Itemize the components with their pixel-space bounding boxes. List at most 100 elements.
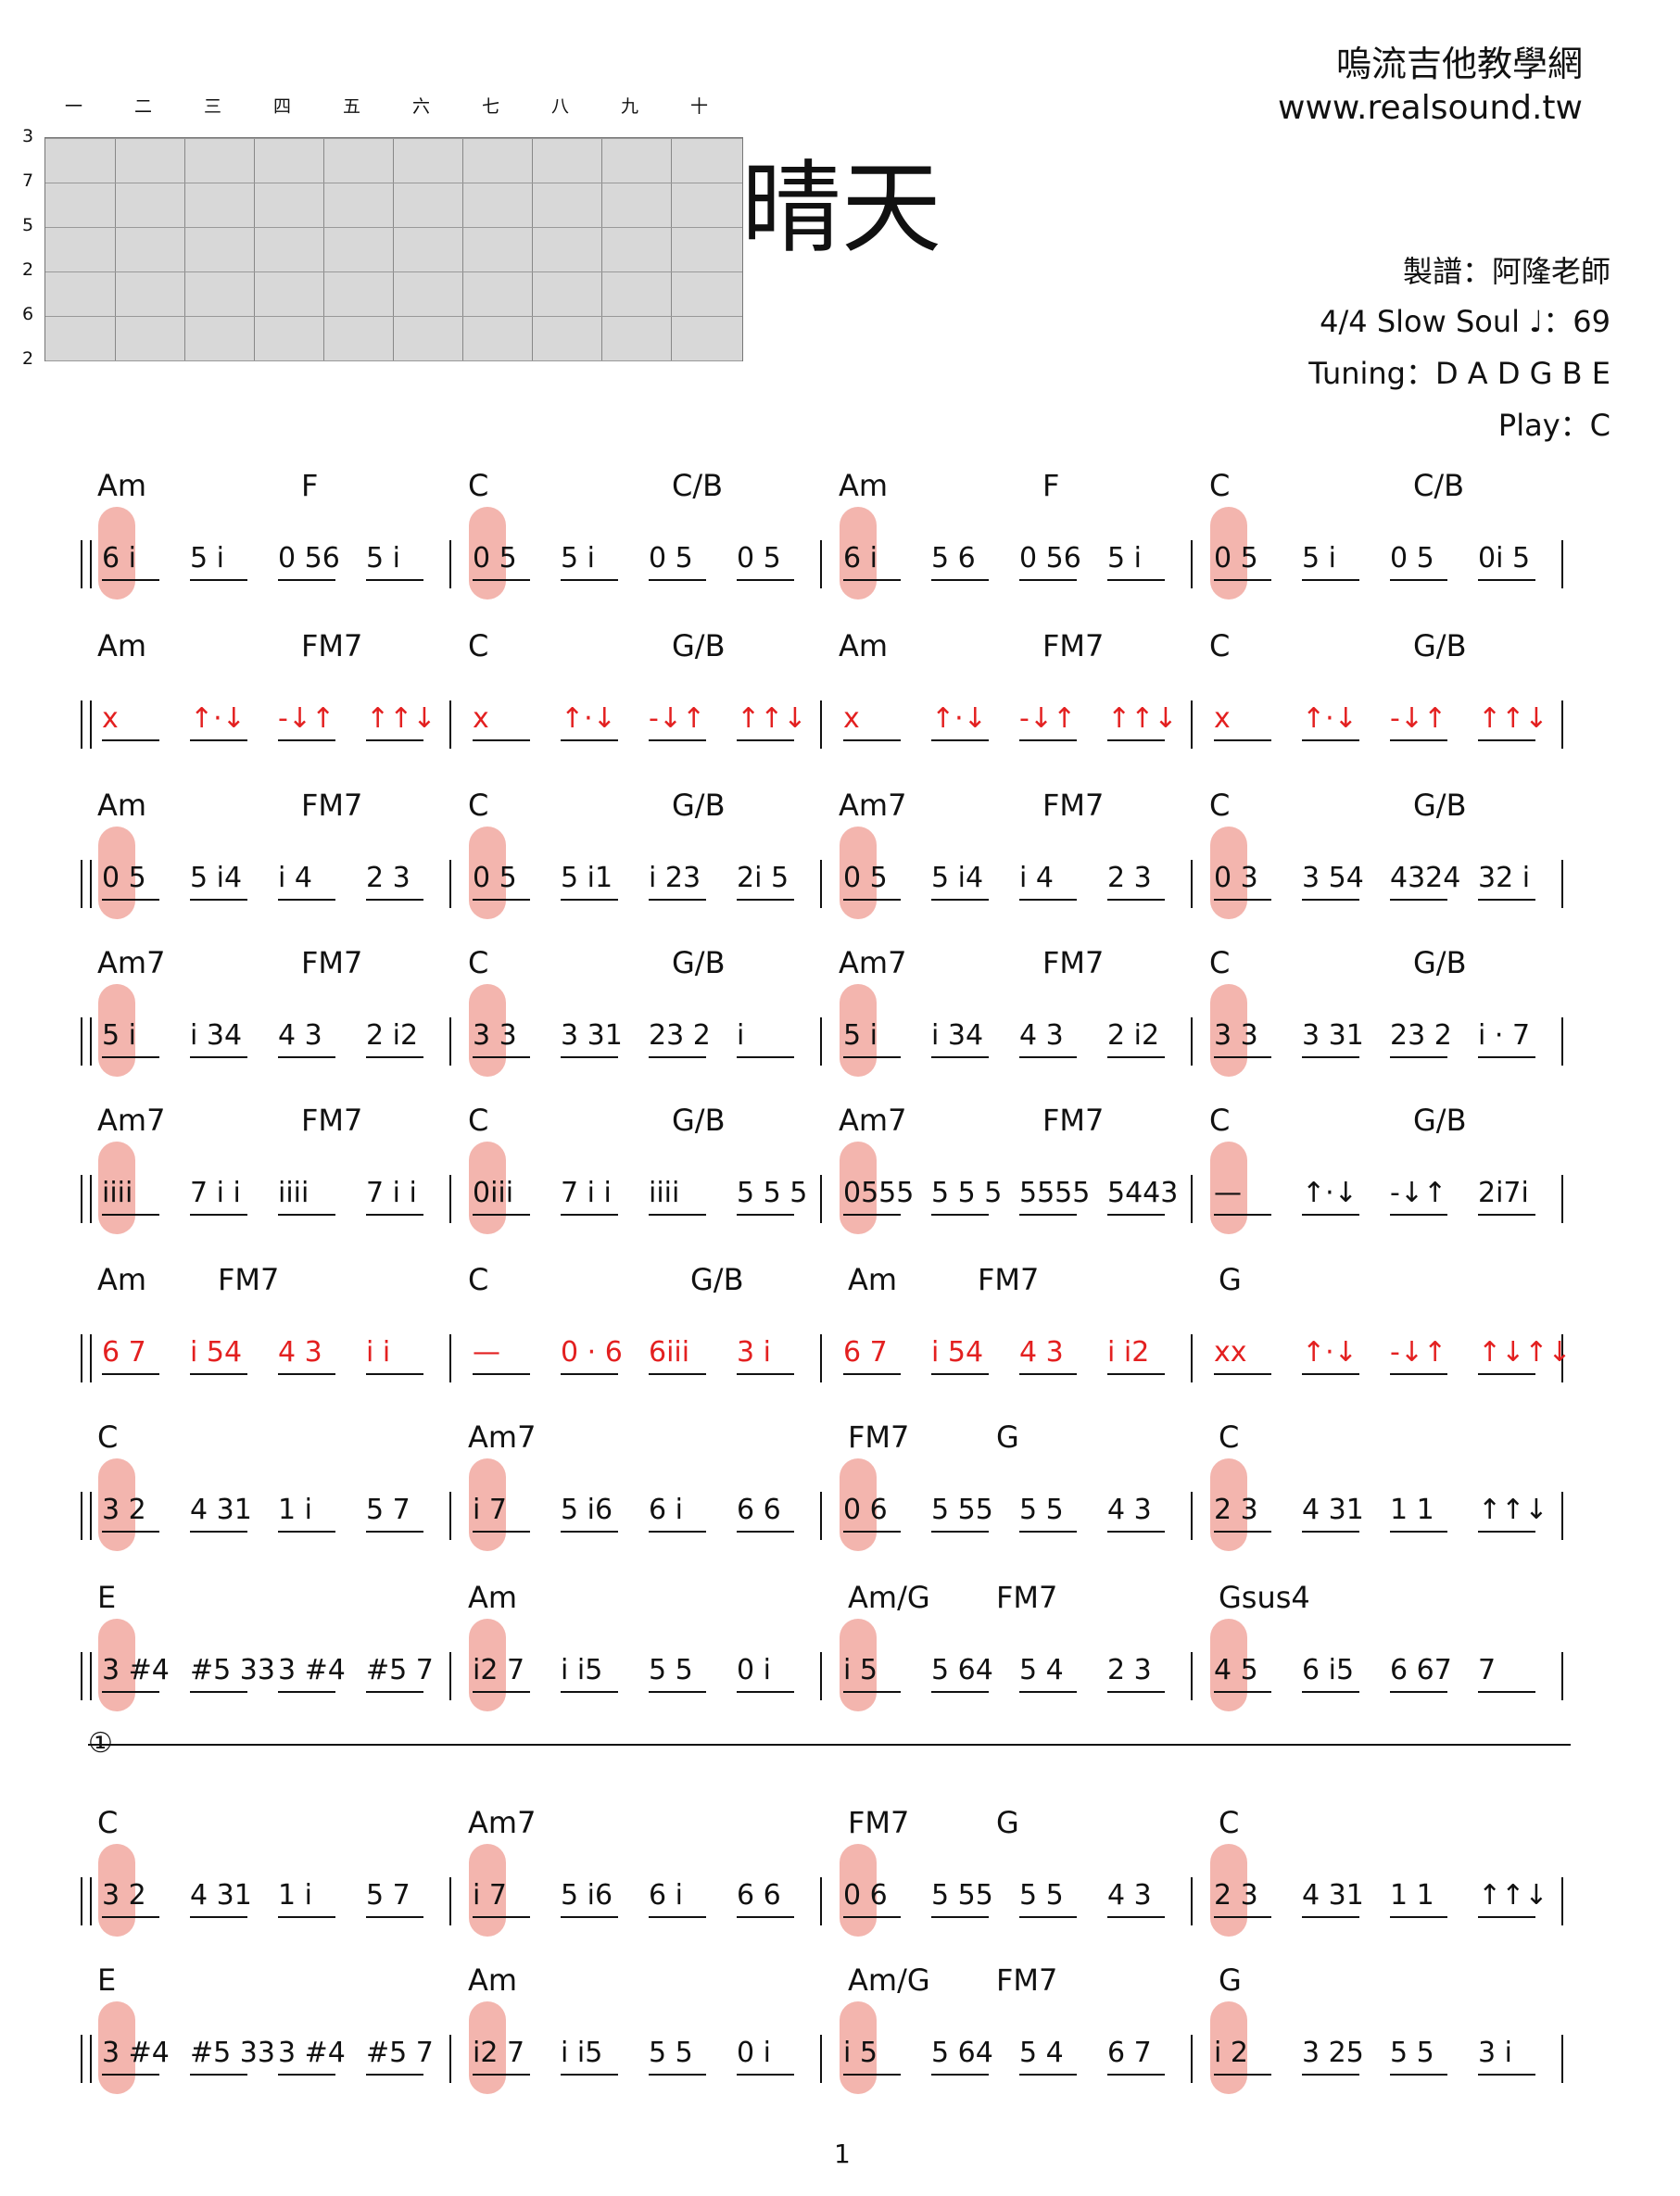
- note-group: #5 33: [190, 2037, 275, 2069]
- beam-underline: [1214, 1691, 1271, 1693]
- highlight-bass: [840, 827, 877, 919]
- beam-underline: [1302, 1373, 1359, 1375]
- fret-line: [462, 138, 463, 360]
- highlight-bass: [469, 984, 506, 1077]
- note-group: 5 4: [1019, 1654, 1064, 1686]
- chord-label: Am: [97, 788, 147, 823]
- barline: [1561, 1175, 1563, 1223]
- fret-header: 七: [482, 96, 500, 117]
- highlight-bass: [840, 1142, 877, 1234]
- beam-underline: [473, 1916, 530, 1918]
- note-group: 5 6: [931, 542, 976, 574]
- beam-underline: [649, 899, 706, 901]
- beam-underline: [102, 899, 159, 901]
- beam-underline: [366, 1056, 423, 1058]
- note-group: 3 31: [561, 1019, 623, 1052]
- page-number: 1: [834, 2139, 851, 2169]
- note-group: 5 i: [1107, 542, 1142, 574]
- note-group: x: [1214, 702, 1231, 735]
- chord-label: Am/G: [848, 1580, 930, 1615]
- note-group: 0 3: [1214, 862, 1258, 894]
- beam-underline: [278, 899, 335, 901]
- highlight-bass: [98, 1619, 135, 1711]
- note-group: 5555: [1019, 1177, 1091, 1209]
- beam-underline: [931, 1916, 989, 1918]
- beam-underline: [561, 899, 618, 901]
- note-group: 5 5 5: [737, 1177, 808, 1209]
- note-group: 4 31: [190, 1879, 252, 1912]
- beam-underline: [473, 739, 530, 741]
- chord-label: G: [1219, 1963, 1242, 1998]
- beam-underline: [1019, 899, 1077, 901]
- highlight-bass: [840, 1458, 877, 1551]
- fret-header: 三: [204, 96, 222, 117]
- start-barline: [81, 860, 92, 908]
- barline: [820, 2035, 822, 2083]
- chord-label: FM7: [218, 1262, 280, 1297]
- beam-underline: [1302, 899, 1359, 901]
- beam-underline: [473, 899, 530, 901]
- site-url[interactable]: www.realsound.tw: [1278, 89, 1583, 127]
- note-group: 3 #4: [278, 2037, 346, 2069]
- note-group: 3 54: [1302, 862, 1364, 894]
- beam-underline: [931, 2074, 989, 2076]
- chord-label: C: [1219, 1805, 1240, 1840]
- chord-label: Am7: [468, 1420, 537, 1455]
- note-group: 5 7: [366, 1879, 411, 1912]
- beam-underline: [278, 1214, 335, 1216]
- chord-label: Am: [839, 628, 889, 663]
- barline: [1561, 540, 1563, 588]
- beam-underline: [1019, 1056, 1077, 1058]
- fret-header: 十: [690, 96, 709, 117]
- beam-underline: [649, 1916, 706, 1918]
- note-group: 23 2: [649, 1019, 711, 1052]
- string-label: 2: [22, 348, 34, 369]
- beam-underline: [278, 1373, 335, 1375]
- note-group: 0 6: [843, 1879, 888, 1912]
- note-group: 5 55: [931, 1494, 993, 1526]
- barline: [449, 1334, 451, 1382]
- beam-underline: [278, 739, 335, 741]
- note-group: 6 i: [649, 1494, 683, 1526]
- beam-underline: [278, 1916, 335, 1918]
- string-line: [45, 360, 742, 361]
- note-group: 0 5: [1390, 542, 1434, 574]
- note-group: x: [473, 702, 489, 735]
- chord-label: C: [468, 788, 489, 823]
- note-group: ↑↑↓: [1107, 702, 1178, 735]
- highlight-bass: [1210, 1619, 1247, 1711]
- beam-underline: [561, 579, 618, 581]
- chord-label: FM7: [301, 788, 363, 823]
- note-group: -↓↑: [1390, 1336, 1447, 1369]
- beam-underline: [1019, 1916, 1077, 1918]
- note-group: 4 3: [1107, 1494, 1152, 1526]
- highlight-bass: [1210, 2001, 1247, 2094]
- fret-header: 八: [551, 96, 570, 117]
- chord-label: Am: [97, 1262, 147, 1297]
- volta-line: [88, 1744, 1571, 1746]
- barline: [449, 1652, 451, 1700]
- note-group: 2 3: [1214, 1879, 1258, 1912]
- fret-header: 四: [273, 96, 292, 117]
- beam-underline: [843, 1214, 901, 1216]
- beam-underline: [278, 1531, 335, 1533]
- beam-underline: [1302, 1214, 1359, 1216]
- note-group: 5 5: [1390, 2037, 1434, 2069]
- beam-underline: [1390, 2074, 1447, 2076]
- beam-underline: [649, 579, 706, 581]
- note-group: 2i 5: [737, 862, 789, 894]
- chord-label: G/B: [1413, 945, 1467, 980]
- note-group: iiii: [649, 1177, 680, 1209]
- note-group: ↑·↓: [1302, 1177, 1358, 1209]
- score-system: C Am7 FM7 G C 3 2 4 31 1 i 5 7 i 7 5 i6 6 i 6 6 0 6 5 …: [81, 1420, 1594, 1551]
- beam-underline: [931, 1056, 989, 1058]
- highlight-bass: [840, 507, 877, 599]
- play-key: Play：C: [1497, 408, 1611, 443]
- beam-underline: [561, 1214, 618, 1216]
- note-group: 3 2: [102, 1494, 146, 1526]
- barline: [820, 1017, 822, 1066]
- note-group: —: [1214, 1177, 1242, 1209]
- beam-underline: [102, 1373, 159, 1375]
- note-group: x: [843, 702, 860, 735]
